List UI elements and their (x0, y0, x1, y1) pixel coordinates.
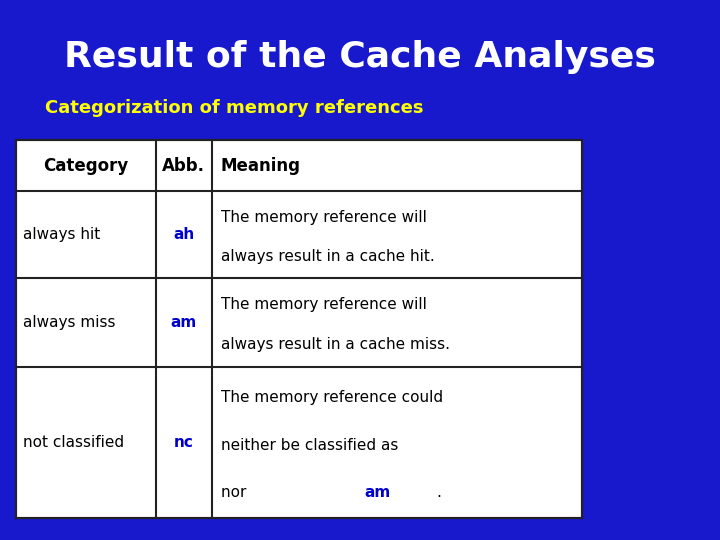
Text: always result in a cache miss.: always result in a cache miss. (221, 338, 450, 352)
Text: The memory reference will: The memory reference will (221, 297, 427, 312)
Text: ah: ah (174, 227, 194, 242)
Text: Categorization of memory references: Categorization of memory references (45, 99, 423, 117)
Text: am: am (364, 485, 391, 500)
Text: am: am (171, 315, 197, 330)
Text: always miss: always miss (23, 315, 115, 330)
Bar (16, 140, 582, 518)
Text: Abb.: Abb. (163, 157, 205, 175)
Text: neither be classified as: neither be classified as (221, 438, 403, 453)
Text: always result in a cache hit.: always result in a cache hit. (221, 249, 435, 264)
Text: Result of the Cache Analyses: Result of the Cache Analyses (64, 40, 656, 73)
Text: The memory reference will: The memory reference will (221, 210, 427, 225)
Text: always hit: always hit (23, 227, 100, 242)
Text: nor: nor (221, 485, 251, 500)
Text: The memory reference could: The memory reference could (221, 390, 443, 405)
Text: .: . (436, 485, 441, 500)
Text: Meaning: Meaning (220, 157, 300, 175)
Text: nc: nc (174, 435, 194, 450)
Text: not classified: not classified (23, 435, 124, 450)
Text: Category: Category (43, 157, 129, 175)
